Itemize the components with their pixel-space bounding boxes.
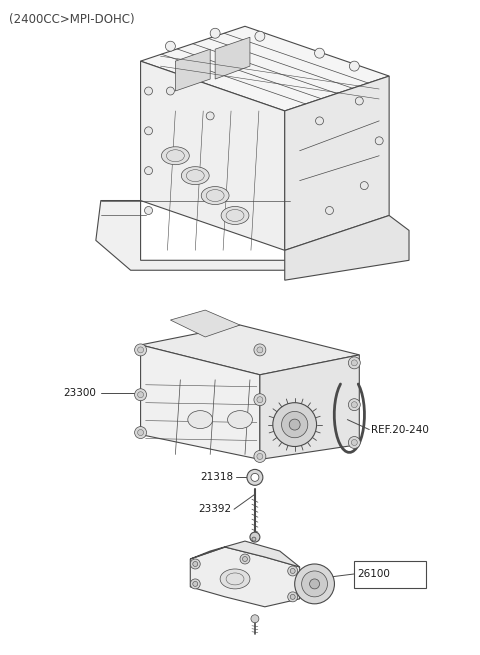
Circle shape bbox=[351, 402, 357, 407]
Polygon shape bbox=[141, 345, 260, 459]
Circle shape bbox=[351, 440, 357, 445]
Circle shape bbox=[251, 474, 259, 481]
Circle shape bbox=[257, 453, 263, 459]
Ellipse shape bbox=[221, 206, 249, 225]
Circle shape bbox=[167, 87, 174, 95]
Circle shape bbox=[290, 569, 295, 574]
Circle shape bbox=[315, 117, 324, 125]
Circle shape bbox=[282, 411, 308, 438]
Circle shape bbox=[349, 61, 360, 71]
Circle shape bbox=[255, 31, 265, 41]
Circle shape bbox=[144, 206, 153, 214]
Circle shape bbox=[257, 347, 263, 353]
Circle shape bbox=[251, 615, 259, 623]
Circle shape bbox=[134, 344, 146, 356]
Polygon shape bbox=[141, 26, 389, 111]
Polygon shape bbox=[175, 49, 210, 91]
Circle shape bbox=[250, 532, 260, 542]
Polygon shape bbox=[141, 61, 285, 250]
Circle shape bbox=[254, 451, 266, 462]
Circle shape bbox=[288, 592, 298, 602]
Circle shape bbox=[325, 206, 334, 214]
Circle shape bbox=[355, 97, 363, 105]
Circle shape bbox=[240, 554, 250, 564]
Circle shape bbox=[375, 137, 383, 145]
Ellipse shape bbox=[161, 147, 189, 164]
Circle shape bbox=[348, 399, 360, 411]
Circle shape bbox=[301, 571, 327, 597]
Circle shape bbox=[144, 87, 153, 95]
Polygon shape bbox=[96, 200, 290, 271]
Polygon shape bbox=[141, 325, 360, 375]
Circle shape bbox=[138, 430, 144, 436]
Circle shape bbox=[289, 419, 300, 430]
Circle shape bbox=[247, 470, 263, 485]
Circle shape bbox=[360, 181, 368, 189]
Circle shape bbox=[257, 397, 263, 403]
Circle shape bbox=[290, 594, 295, 599]
Circle shape bbox=[193, 582, 198, 586]
Circle shape bbox=[295, 564, 335, 604]
Polygon shape bbox=[190, 547, 300, 607]
Circle shape bbox=[254, 394, 266, 405]
Circle shape bbox=[310, 579, 320, 589]
Circle shape bbox=[351, 360, 357, 366]
Circle shape bbox=[252, 537, 256, 541]
Text: (2400CC>MPI-DOHC): (2400CC>MPI-DOHC) bbox=[9, 13, 135, 26]
Circle shape bbox=[138, 392, 144, 398]
Circle shape bbox=[144, 127, 153, 135]
Text: 23392: 23392 bbox=[198, 504, 231, 514]
Circle shape bbox=[134, 388, 146, 401]
Circle shape bbox=[314, 48, 324, 58]
Circle shape bbox=[144, 166, 153, 175]
Polygon shape bbox=[170, 310, 240, 337]
Polygon shape bbox=[215, 37, 250, 79]
Circle shape bbox=[190, 579, 200, 589]
Circle shape bbox=[254, 344, 266, 356]
Polygon shape bbox=[285, 76, 389, 250]
Text: 26100: 26100 bbox=[357, 569, 390, 579]
Circle shape bbox=[193, 561, 198, 567]
Text: REF.20-240: REF.20-240 bbox=[371, 424, 429, 434]
Ellipse shape bbox=[181, 166, 209, 185]
Polygon shape bbox=[190, 541, 300, 567]
Ellipse shape bbox=[228, 411, 252, 428]
Ellipse shape bbox=[201, 187, 229, 204]
Circle shape bbox=[288, 566, 298, 576]
Circle shape bbox=[242, 557, 248, 561]
Circle shape bbox=[134, 426, 146, 439]
Circle shape bbox=[348, 357, 360, 369]
Circle shape bbox=[273, 403, 316, 447]
Ellipse shape bbox=[188, 411, 213, 428]
Polygon shape bbox=[260, 355, 360, 459]
Polygon shape bbox=[285, 215, 409, 280]
Circle shape bbox=[166, 41, 175, 51]
Circle shape bbox=[138, 347, 144, 353]
Circle shape bbox=[206, 112, 214, 120]
Text: 23300: 23300 bbox=[63, 388, 96, 398]
Text: 21318: 21318 bbox=[200, 472, 233, 482]
Circle shape bbox=[190, 559, 200, 569]
Circle shape bbox=[210, 28, 220, 38]
Circle shape bbox=[348, 436, 360, 449]
Ellipse shape bbox=[220, 569, 250, 589]
